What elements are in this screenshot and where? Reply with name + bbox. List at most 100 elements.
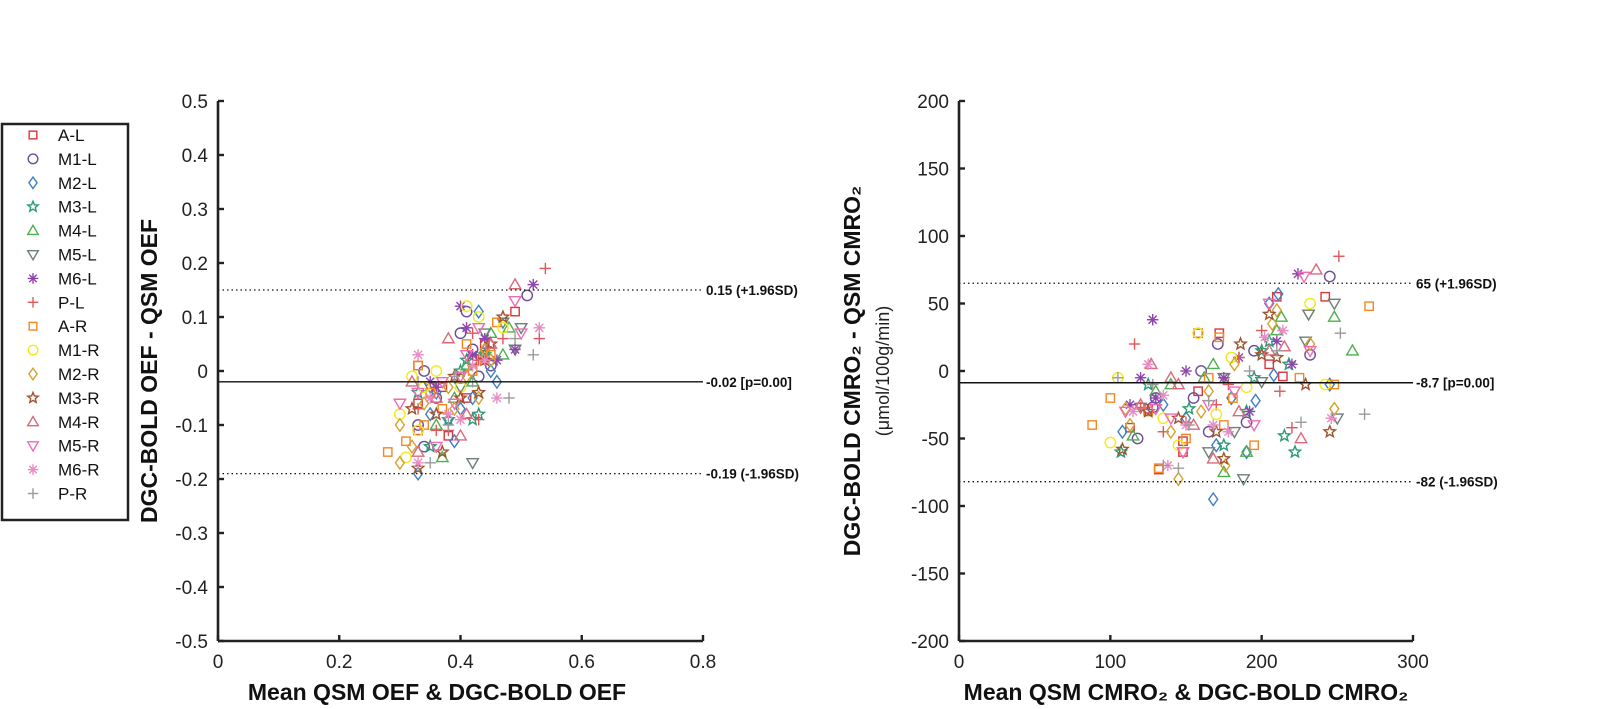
data-point [472,413,485,426]
data-point [1176,447,1190,460]
data-point [1271,345,1283,357]
data-point [1181,400,1197,416]
data-point [479,332,491,345]
data-point [1193,386,1203,397]
data-point [471,384,487,399]
legend-label: M5-R [58,437,100,456]
data-point [1298,376,1314,391]
y-tick-label: -0.1 [175,416,208,437]
data-point [424,392,436,404]
data-point [1247,420,1262,433]
data-point [1126,428,1140,441]
data-point [1163,370,1178,383]
data-point [1294,372,1305,383]
data-point [1087,420,1098,430]
legend-marker-diamond-icon [28,175,38,190]
legend-label: M4-R [58,413,100,432]
legend-item: M4-R [26,413,100,432]
oef-bland-altman-plot: 0.15 (+1.96SD) -0.02 [p=0.00] -0.19 (-1.96… [136,92,799,705]
data-point [1181,433,1191,444]
data-point [1319,378,1332,391]
legend-label: A-R [58,317,87,336]
oef-reference-lines: 0.15 (+1.96SD) -0.02 [p=0.00] -0.19 (-1.96… [218,283,799,482]
oef-axes: 0.50.40.30.20.10-0.1-0.2-0.3-0.4-0.50 0.2… [175,92,716,673]
data-point [1203,372,1214,383]
data-point [1269,323,1284,336]
data-point [1227,386,1242,399]
data-point [1240,381,1253,394]
data-point [1358,408,1371,420]
series-M5-R [1118,271,1318,460]
data-point [1208,423,1224,439]
data-point [441,331,456,344]
legend-marker-plus-icon [27,297,39,308]
legend-label: A-L [58,126,84,145]
data-point [428,406,444,421]
data-point [1294,431,1308,444]
legend-marker-triangle-down-icon [26,249,40,262]
limit-of-agreement-label: -0.19 (-1.96SD) [706,467,799,482]
data-point [1202,425,1215,438]
legend-marker-triangle-down-icon [26,441,40,453]
data-point [412,403,424,415]
data-point [533,332,546,345]
data-point [1254,342,1270,358]
legend-label: P-R [58,485,87,504]
data-point [1142,358,1154,370]
data-point [1128,338,1141,350]
y-tick-label: -0.4 [175,578,208,599]
data-point [1298,336,1313,349]
legend-label: P-L [58,293,84,312]
y-tick-label: -0.2 [175,470,208,491]
cmro2-bland-altman-plot: 65 (+1.96SD) -8.7 [p=0.00] -82 (-1.96SD) 2… [839,92,1498,705]
data-point [1211,338,1224,350]
data-point [419,420,429,430]
data-point [430,424,442,437]
series-M5-L [1133,298,1345,487]
legend-marker-triangle-up-icon [26,223,40,236]
cmro2-y-axis-units: (μmol/100g/min) [873,306,893,436]
data-point [422,438,438,453]
y-tick-label: 0 [938,362,949,383]
data-point [447,398,462,411]
y-tick-label: 0.2 [182,254,208,275]
legend-label: M1-R [58,341,100,360]
data-point [1193,328,1203,339]
data-point [1187,392,1200,404]
data-point [442,408,455,420]
data-point [1304,336,1316,352]
legend-item: M3-L [25,198,97,217]
data-point [460,322,473,334]
data-point [1239,444,1254,457]
data-point [413,425,423,436]
data-point [404,400,420,416]
series-M3-R [1114,306,1338,466]
data-point [1117,424,1128,440]
data-point [1157,389,1170,402]
legend-item: M2-L [28,174,97,193]
y-tick-label: -100 [911,497,949,518]
data-point [449,433,460,449]
legend-label: M2-L [58,174,97,193]
y-tick-label: 0.4 [182,146,209,167]
data-point [424,457,436,469]
limit-of-agreement-label: 65 (+1.96SD) [1416,276,1497,291]
data-point [412,419,424,431]
data-point [1262,298,1277,311]
legend-label: M1-L [58,150,97,169]
data-point [1127,405,1139,418]
data-point [411,444,425,457]
data-point [435,376,450,389]
data-point [1114,441,1130,456]
data-point [1104,436,1117,449]
data-point [1364,301,1374,312]
legend-label: M2-R [58,365,100,384]
legend-marker-plus-icon [27,488,39,499]
data-point [1303,345,1318,358]
legend-marker-square-icon [28,321,38,331]
legend-item: P-R [27,485,87,504]
data-point [514,328,529,341]
data-point [1286,358,1298,370]
x-tick-label: 0.6 [569,652,595,673]
